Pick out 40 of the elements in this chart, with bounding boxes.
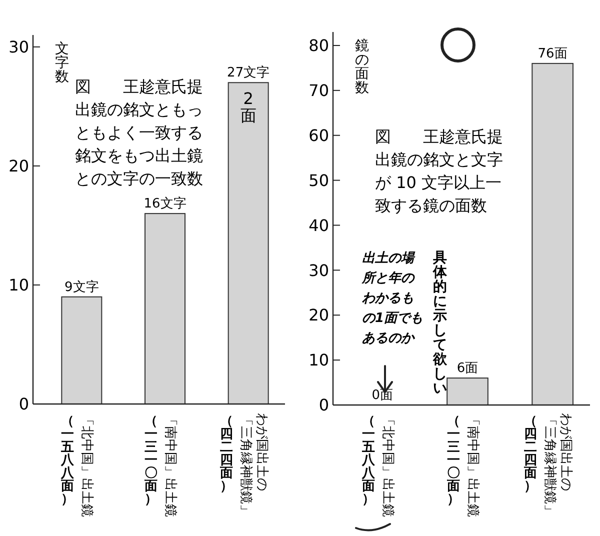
- x-tick-label: 「南中国」出土鏡: [162, 413, 178, 517]
- y-tick-label: 70: [308, 81, 329, 100]
- y-tick-label: 50: [308, 170, 329, 190]
- text: （四二四面）: [218, 414, 233, 494]
- y-tick-label: 60: [308, 126, 329, 145]
- x-tick-label: わが国出土の「三角縁神獣鏡」: [238, 413, 269, 517]
- annotation: 出土の場所と年のわかるもの1面でもあるのか: [361, 251, 424, 346]
- y-tick-label: 0: [318, 396, 329, 415]
- x-tick-label: 「北中国」出土鏡: [380, 413, 395, 517]
- annotation: 2面: [240, 89, 256, 126]
- y-tick-label: 10: [308, 350, 329, 370]
- text: （一五八八面）: [360, 414, 376, 508]
- data-label: 16文字: [144, 196, 186, 212]
- x-tick-label: わが国出土の「三角縁神獣鏡」: [542, 413, 574, 517]
- text: （一三一〇面）: [446, 414, 460, 508]
- text: 図 王趁意氏提出鏡の銘文と文字が 10 文字以上一致する鏡の面数: [375, 127, 503, 215]
- bar: [61, 296, 102, 404]
- y-tick-label: 0: [18, 394, 29, 414]
- y-tick-label: 30: [308, 260, 329, 280]
- data-label: 27文字: [227, 64, 270, 81]
- y-tick-label: 80: [308, 36, 329, 56]
- y-tick-label: 40: [308, 216, 329, 235]
- data-label: 76面: [538, 46, 568, 62]
- y-axis-title: 文字数: [55, 40, 69, 85]
- y-tick-label: 20: [308, 306, 329, 325]
- y-axis-title: 鏡の面数: [355, 38, 369, 96]
- data-label: 6面: [456, 361, 478, 376]
- text: 具体的に示して欲しい: [433, 250, 447, 396]
- y-tick-label: 20: [8, 156, 29, 176]
- bar: [228, 82, 269, 404]
- x-tick-label: 「南中国」出土鏡: [465, 413, 480, 517]
- text: （一五八八面）: [60, 414, 76, 508]
- text: 図 王趁意氏提出鏡の銘文ともっともよく一致する銘文をもつ出土鏡との文字の一致数: [75, 77, 203, 188]
- text: （四二四面）: [523, 414, 538, 494]
- y-tick-label: 10: [8, 276, 29, 295]
- y-tick-label: 30: [8, 38, 29, 57]
- x-tick-label: 「北中国」出土鏡: [79, 413, 94, 517]
- text: （一三一〇面）: [144, 414, 158, 508]
- bar: [144, 213, 186, 404]
- data-label: 9文字: [64, 278, 99, 295]
